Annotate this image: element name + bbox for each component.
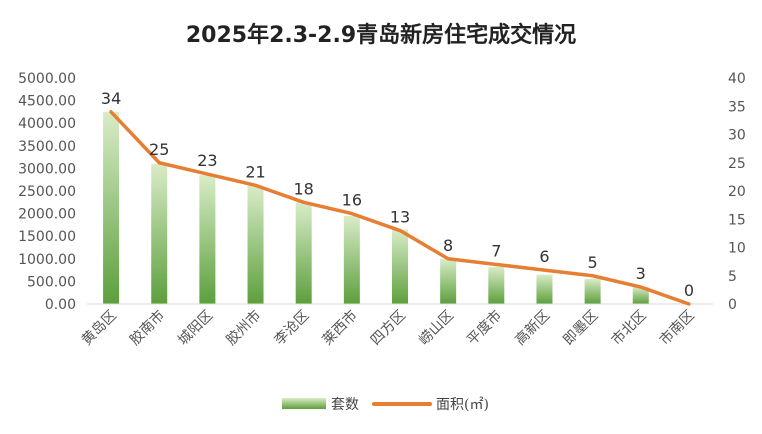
right-axis-tick-label: 0 xyxy=(728,297,737,313)
bar xyxy=(151,163,168,304)
bar-series xyxy=(103,111,649,305)
data-label: 34 xyxy=(101,89,121,108)
data-label: 6 xyxy=(539,247,549,266)
category-label: 城阳区 xyxy=(175,308,216,349)
category-label: 平度市 xyxy=(463,307,505,349)
left-axis-tick-label: 5000.00 xyxy=(18,71,76,87)
area-line xyxy=(109,110,691,306)
line-series xyxy=(109,110,691,306)
chart-title: 2025年2.3-2.9青岛新房住宅成交情况 xyxy=(186,22,576,48)
right-axis-tick-label: 35 xyxy=(728,99,746,115)
left-axis-tick-label: 4500.00 xyxy=(18,94,76,110)
bar xyxy=(295,202,312,304)
data-label: 0 xyxy=(684,281,694,300)
category-label: 胶州市 xyxy=(223,307,265,349)
right-axis-tick-label: 40 xyxy=(728,71,746,87)
bar xyxy=(247,185,264,304)
data-label: 7 xyxy=(491,241,501,260)
legend: 套数 面积(㎡) xyxy=(282,397,489,413)
data-label: 25 xyxy=(149,140,169,159)
left-axis-tick-label: 500.00 xyxy=(27,274,76,290)
left-axis-tick-label: 3500.00 xyxy=(18,139,76,155)
left-axis: 0.00 500.00 1000.00 1500.00 2000.00 2500.00 30… xyxy=(18,71,76,313)
right-axis-tick-label: 5 xyxy=(728,269,737,285)
category-label: 李沧区 xyxy=(271,307,313,349)
right-axis: 0 5 10 15 20 25 30 35 40 xyxy=(728,71,746,313)
right-axis-tick-label: 30 xyxy=(728,128,746,144)
bar xyxy=(199,175,216,304)
bar xyxy=(584,278,601,304)
left-axis-tick-label: 1500.00 xyxy=(18,229,76,245)
right-axis-tick-label: 15 xyxy=(728,212,746,228)
category-label: 即墨区 xyxy=(560,308,601,349)
left-axis-tick-label: 2500.00 xyxy=(18,184,76,200)
legend-swatch-bars xyxy=(282,398,326,409)
category-label: 黄岛区 xyxy=(78,307,120,349)
bar xyxy=(488,266,505,304)
category-label: 市北区 xyxy=(608,307,650,349)
right-axis-tick-label: 25 xyxy=(728,156,746,172)
bar xyxy=(103,111,120,305)
left-axis-tick-label: 2000.00 xyxy=(18,207,76,223)
left-axis-tick-label: 4000.00 xyxy=(18,116,76,132)
data-label: 8 xyxy=(443,236,453,255)
category-label: 崂山区 xyxy=(416,308,457,349)
right-axis-tick-label: 10 xyxy=(728,241,746,257)
data-label: 23 xyxy=(197,151,217,170)
category-label: 四方区 xyxy=(368,308,409,349)
left-axis-tick-label: 0.00 xyxy=(45,297,76,313)
category-label: 市南区 xyxy=(656,307,698,349)
category-label: 莱西市 xyxy=(319,307,361,349)
data-labels: 34 25 23 21 18 16 13 8 7 6 5 3 0 xyxy=(101,89,694,300)
data-label: 13 xyxy=(390,208,410,227)
bar xyxy=(392,229,408,304)
category-label: 高新区 xyxy=(512,307,554,349)
bar xyxy=(536,274,553,304)
category-labels: 黄岛区 胶南市 城阳区 胶州市 李沧区 莱西市 四方区 崂山区 平度市 高新区 即墨区 市北区 市南区 xyxy=(78,307,698,349)
data-label: 16 xyxy=(342,191,362,210)
legend-label-line: 面积(㎡) xyxy=(436,397,489,413)
data-label: 21 xyxy=(245,162,265,181)
data-label: 3 xyxy=(636,264,646,283)
bar xyxy=(440,258,457,304)
left-axis-tick-label: 1000.00 xyxy=(18,252,76,268)
data-label: 5 xyxy=(588,253,598,272)
data-label: 18 xyxy=(294,179,314,198)
bar xyxy=(632,286,649,304)
right-axis-tick-label: 20 xyxy=(728,184,746,200)
category-label: 胶南市 xyxy=(126,307,168,349)
bar xyxy=(343,215,360,304)
legend-label-bars: 套数 xyxy=(331,397,359,413)
left-axis-tick-label: 3000.00 xyxy=(18,161,76,177)
